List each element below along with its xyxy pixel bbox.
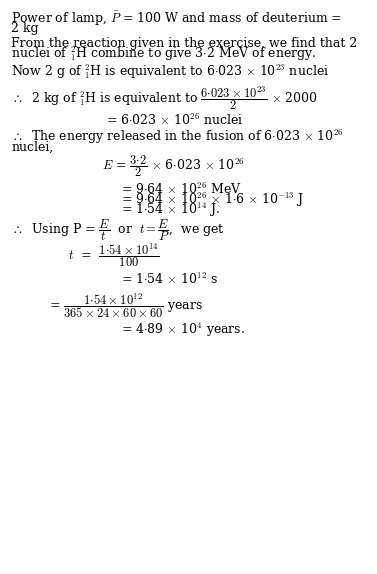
Text: = $\dfrac{1{\cdot}54 \times 10^{12}}{365 \times 24 \times 60 \times 60}$ years: = $\dfrac{1{\cdot}54 \times 10^{12}}{365… xyxy=(49,291,203,320)
Text: = 9$\cdot$64 $\times$ 10$^{26}$ $\times$ 1$\cdot$6 $\times$ 10$^{-13}$ J: = 9$\cdot$64 $\times$ 10$^{26}$ $\times$… xyxy=(121,191,304,209)
Text: = 4$\cdot$89 $\times$ 10$^{4}$ years.: = 4$\cdot$89 $\times$ 10$^{4}$ years. xyxy=(121,321,245,339)
Text: $\therefore$  2 kg of $^2_1$H is equivalent to $\dfrac{6{\cdot}023 \times 10^{23: $\therefore$ 2 kg of $^2_1$H is equivale… xyxy=(11,84,318,111)
Text: $E$ = $\dfrac{3{\cdot}2}{2}$ $\times$ 6$\cdot$023 $\times$ 10$^{26}$: $E$ = $\dfrac{3{\cdot}2}{2}$ $\times$ 6$… xyxy=(102,153,244,180)
Text: $\therefore$  The energy released in the fusion of 6$\cdot$023 $\times$ 10$^{26}: $\therefore$ The energy released in the … xyxy=(11,127,344,146)
Text: 2 kg: 2 kg xyxy=(11,22,39,35)
Text: = 1$\cdot$54 $\times$ 10$^{14}$ J.: = 1$\cdot$54 $\times$ 10$^{14}$ J. xyxy=(121,201,220,219)
Text: $t$  =  $\dfrac{1{\cdot}54 \times 10^{14}}{100}$: $t$ = $\dfrac{1{\cdot}54 \times 10^{14}}… xyxy=(68,242,159,269)
Text: = 1$\cdot$54 $\times$ 10$^{12}$ s: = 1$\cdot$54 $\times$ 10$^{12}$ s xyxy=(121,272,218,287)
Text: Now 2 g of $^2_1$H is equivalent to 6$\cdot$023 $\times$ 10$^{23}$ nuclei: Now 2 g of $^2_1$H is equivalent to 6$\c… xyxy=(11,63,329,81)
Text: $\therefore$  Using P = $\dfrac{E}{t}$  or  $t = \dfrac{E}{P}$,  we get: $\therefore$ Using P = $\dfrac{E}{t}$ or… xyxy=(11,216,225,243)
Text: nuclei of $^2_1$H combine to give 3$\cdot$2 MeV of energy.: nuclei of $^2_1$H combine to give 3$\cdo… xyxy=(11,45,317,63)
Text: = 9$\cdot$64 $\times$ 10$^{26}$ MeV: = 9$\cdot$64 $\times$ 10$^{26}$ MeV xyxy=(121,182,241,197)
Text: Power of lamp, $\bar{P}$ = 100 W and mass of deuterium =: Power of lamp, $\bar{P}$ = 100 W and mas… xyxy=(11,9,342,28)
Text: = 6$\cdot$023 $\times$ 10$^{26}$ nuclei: = 6$\cdot$023 $\times$ 10$^{26}$ nuclei xyxy=(106,113,243,128)
Text: From the reaction given in the exercise, we find that 2: From the reaction given in the exercise,… xyxy=(11,37,357,50)
Text: nuclei,: nuclei, xyxy=(11,141,54,153)
